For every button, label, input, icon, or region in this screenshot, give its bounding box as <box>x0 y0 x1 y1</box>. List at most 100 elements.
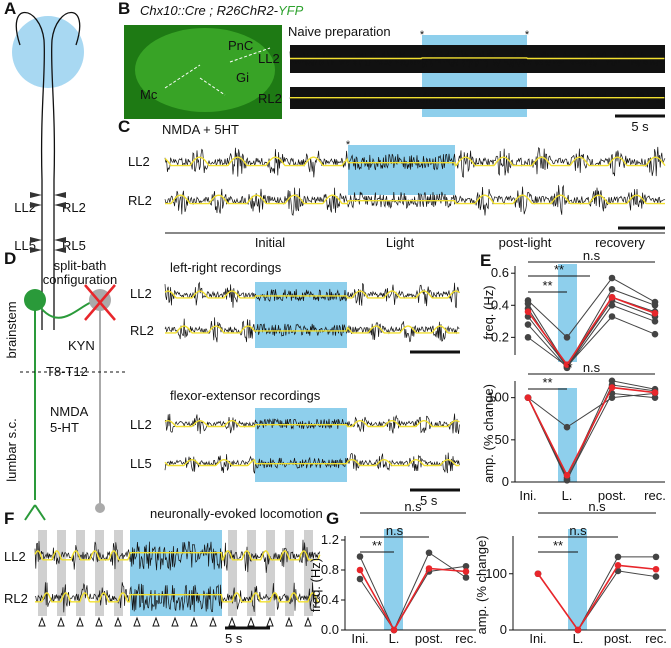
trace-title: Naive preparation <box>288 24 391 39</box>
series-line <box>527 288 656 368</box>
y-axis-label: freq. (Hz) <box>308 558 323 612</box>
data-point <box>563 361 571 368</box>
genotype-text: Chx10::Cre ; R26ChR2- <box>140 3 279 18</box>
data-point <box>574 626 582 634</box>
series-line <box>527 296 656 367</box>
significance-label: ** <box>372 538 382 553</box>
x-tick-label: rec. <box>644 488 666 503</box>
data-point <box>563 477 571 484</box>
stim-period <box>285 530 294 616</box>
brain-image-tissue <box>135 28 275 112</box>
region-label: Mc <box>140 87 158 102</box>
diagram-label: T8-T12 <box>46 364 88 379</box>
stim-arrow <box>57 616 65 627</box>
data-point <box>390 626 398 634</box>
y-tick-label: 50 <box>495 432 509 447</box>
brainstem-schematic <box>12 16 84 88</box>
panel-label: B <box>118 0 130 18</box>
x-tick-label: post. <box>598 488 626 503</box>
diagram-label: configuration <box>43 272 117 287</box>
trace-title: flexor-extensor recordings <box>170 388 321 403</box>
data-point <box>651 301 659 309</box>
y-axis-label: amp. (% change) <box>474 536 489 635</box>
epoch-label: Initial <box>255 235 285 250</box>
electrode <box>30 192 42 198</box>
y-tick-label: 100 <box>485 566 507 581</box>
data-point <box>614 553 622 561</box>
trace-title: neuronally-evoked locomotion <box>150 506 323 521</box>
data-point <box>356 553 364 560</box>
epoch-label: Light <box>386 235 415 250</box>
trace-label: LL5 <box>130 456 152 471</box>
series-line <box>527 386 656 478</box>
y-tick-label: 0.4 <box>491 297 509 312</box>
epoch-label: recovery <box>595 235 645 250</box>
stim-arrow <box>95 616 103 627</box>
trace-envelope <box>290 57 665 60</box>
trace-title: NMDA + 5HT <box>162 122 239 137</box>
x-tick-label: rec. <box>455 631 477 646</box>
data-point <box>534 570 542 578</box>
data-point <box>614 562 622 569</box>
trace-envelope <box>164 156 666 167</box>
data-point <box>524 308 532 315</box>
trace-label: LL2 <box>258 51 280 66</box>
diagram-label: lumbar s.c. <box>4 418 19 482</box>
data-point <box>356 575 364 583</box>
trace-envelope <box>34 550 321 561</box>
panel-label: C <box>118 117 130 136</box>
x-tick-label: Ini. <box>529 631 546 646</box>
data-point <box>651 389 659 396</box>
data-point <box>524 300 532 307</box>
trace <box>164 452 460 474</box>
scale-label: 5 s <box>225 631 243 646</box>
stim-arrow <box>38 616 46 627</box>
y-tick-label: 0.6 <box>491 265 509 280</box>
data-point <box>425 565 433 572</box>
stim-arrow <box>285 616 293 627</box>
significance-label: ** <box>542 278 552 293</box>
stim-arrow <box>133 616 141 627</box>
y-tick-label: 0 <box>502 474 509 489</box>
trace-title: left-right recordings <box>170 260 282 275</box>
data-point <box>652 565 660 573</box>
y-tick-label: 1.2 <box>321 532 339 547</box>
series-line <box>527 392 656 428</box>
electrode <box>30 237 42 243</box>
y-tick-label: 0.8 <box>321 562 339 577</box>
data-point <box>462 574 470 581</box>
electrode <box>54 192 66 198</box>
stim-period <box>114 530 123 616</box>
scale-label: 5 s <box>420 493 438 508</box>
region-label: PnC <box>228 38 253 53</box>
stim-period <box>266 530 275 616</box>
y-axis-label: freq. (Hz) <box>481 285 496 339</box>
trace-label: RL2 <box>128 193 152 208</box>
series-line <box>359 567 467 632</box>
recording-label: LL2 <box>14 200 36 215</box>
stim-arrow <box>304 616 312 627</box>
data-point <box>608 313 616 320</box>
reporter-text: YFP <box>278 3 304 18</box>
x-tick-label: L. <box>562 488 573 503</box>
electrode <box>30 202 42 208</box>
y-tick-label: 0.4 <box>321 592 339 607</box>
data-point <box>608 274 616 282</box>
neuron-terminal-gray <box>95 503 105 513</box>
stim-arrow <box>152 616 160 627</box>
stim-period <box>76 530 85 616</box>
spinal-cord-outline <box>15 12 81 330</box>
significance-label: ** <box>554 262 564 277</box>
data-point <box>608 301 616 309</box>
data-point <box>356 566 364 574</box>
diagram-label: split-bath <box>54 258 107 273</box>
series-line <box>527 296 656 369</box>
stim-period <box>38 530 47 616</box>
trace-envelope <box>165 194 665 205</box>
stim-arrow <box>247 616 255 627</box>
stim-arrow <box>266 616 274 627</box>
light-period <box>255 282 347 348</box>
trace <box>164 317 460 343</box>
significance-label: n.s <box>583 360 601 375</box>
